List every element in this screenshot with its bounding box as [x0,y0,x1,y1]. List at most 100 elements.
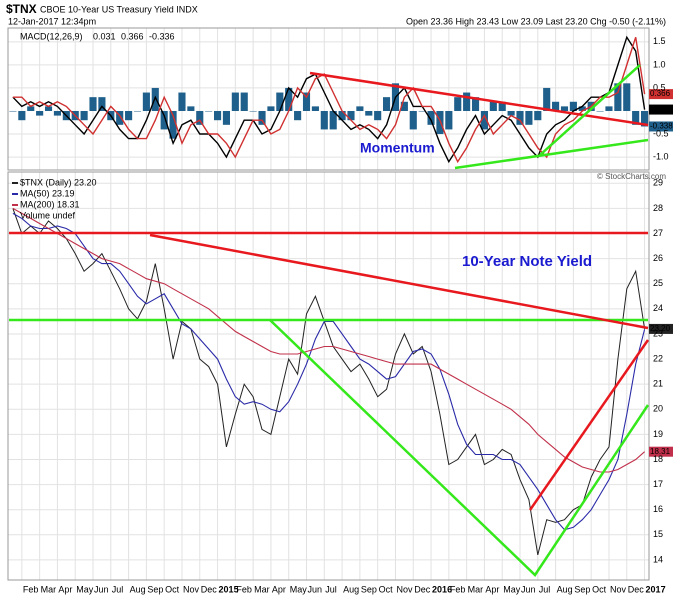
histogram-bar [53,110,61,116]
histogram-bar [116,110,124,125]
histogram-bar [374,110,382,121]
histogram-bar [356,106,364,111]
y-tick-label: 23 [653,328,663,338]
x-tick-label: Oct [165,584,180,594]
y-tick-label: 1.0 [653,59,666,69]
histogram-bar [320,110,328,130]
histogram-bar [222,110,231,125]
y-tick-label: 28 [653,203,663,213]
histogram-bar [445,110,453,130]
end-tag [649,323,673,334]
end-tag-label: 18.31 [650,447,671,456]
marks: -0.338 0.031 0.366 23.20 18.31 [9,35,673,556]
y-tick-label: 16 [653,504,663,514]
histogram-bar [9,110,17,112]
histogram-bar [285,87,293,111]
x-tick-label: Oct [379,584,394,594]
legend-entry: MA(200) 18.31 [20,199,80,209]
legend-label: MACD(12,26,9) [20,31,83,41]
histogram-bar [231,92,239,111]
histogram-bar [409,110,417,130]
x-tick-label: 2016 [432,584,452,594]
histogram-bar [525,110,533,125]
histogram-bar [302,92,311,111]
histogram-bar [205,110,213,112]
y-tick-label: 24 [653,303,663,313]
y-tick-label: 26 [653,253,663,263]
end-tag [649,121,673,132]
histogram-bar [276,92,284,111]
trend-line [454,138,649,170]
trend-line [309,71,649,127]
histogram-bar [640,110,649,127]
histogram-bar [249,110,257,112]
series-line [12,212,646,531]
trend-line [528,339,650,511]
series-line [12,36,646,164]
histogram-bar [151,87,159,111]
series-line [12,208,646,556]
histogram-bar [623,83,631,111]
end-tag-label: 0.366 [650,89,671,98]
y-tick-label: 29 [653,178,663,188]
legend-entry: MA(50) 23.19 [20,188,75,198]
histogram-bar [240,92,248,111]
end-tag-label: 23.20 [650,324,671,333]
x-tick-label: Nov [396,584,413,594]
symbol: $TNX [6,2,37,16]
histogram-bar [427,110,435,125]
histogram-bar [329,110,337,130]
grid-layer [8,28,649,580]
histogram-bar [267,106,275,111]
histogram-bar [436,110,444,135]
x-tick-label: Aug [130,584,146,594]
x-tick-label: Dec [201,584,218,594]
histogram-bar [196,110,204,125]
end-tag [649,446,673,457]
histogram-bar [454,97,462,111]
credit: © StockCharts.com [597,172,666,181]
histogram-bar [471,97,480,111]
histogram-bar [27,106,35,111]
x-tick-label: Aug [343,584,359,594]
legend-value: 0.366 [121,31,144,41]
y-tick-label: -0.5 [653,128,669,138]
histogram-bar [578,106,586,111]
y-tick-label: 22 [653,353,663,363]
x-tick-label: Jul [539,584,551,594]
y-tick-label: 19 [653,429,663,439]
x-tick-label: Sep [361,584,377,594]
histogram-bar [560,106,569,111]
histogram-bar [160,110,168,130]
x-tick-label: Jun [521,584,536,594]
x-tick-label: May [76,584,94,594]
histogram-bar [18,110,26,121]
histogram-bar [294,110,302,121]
annotation: 10-Year Note Yield [462,253,592,270]
histogram-bar [507,110,515,116]
legend-entry: $TNX (Daily) 23.20 [20,177,97,187]
histogram-bar [400,101,408,111]
histogram-bar [480,110,488,130]
histogram-bar [543,87,551,111]
quote: Open 23.36 High 23.43 Low 23.09 Last 23.… [406,16,666,26]
histogram-bar [142,92,150,111]
histogram-bar [534,110,542,121]
y-tick-label: 17 [653,479,663,489]
histogram-bar [614,83,622,111]
x-tick-label: Feb [236,584,252,594]
histogram-bar [44,106,53,111]
histogram-bar [36,110,44,116]
histogram-bar [178,92,186,111]
series-line [12,207,645,473]
x-tick-label: Aug [557,584,573,594]
x-tick-label: 2015 [219,584,239,594]
histogram-bar [605,106,613,111]
trend-line [269,319,650,577]
trend-line [539,64,641,156]
histogram-bar [552,101,560,111]
histogram-bar [187,106,195,111]
x-tick-label: May [503,584,521,594]
x-tick-label: Mar [254,584,270,594]
histogram-bar [338,110,346,121]
